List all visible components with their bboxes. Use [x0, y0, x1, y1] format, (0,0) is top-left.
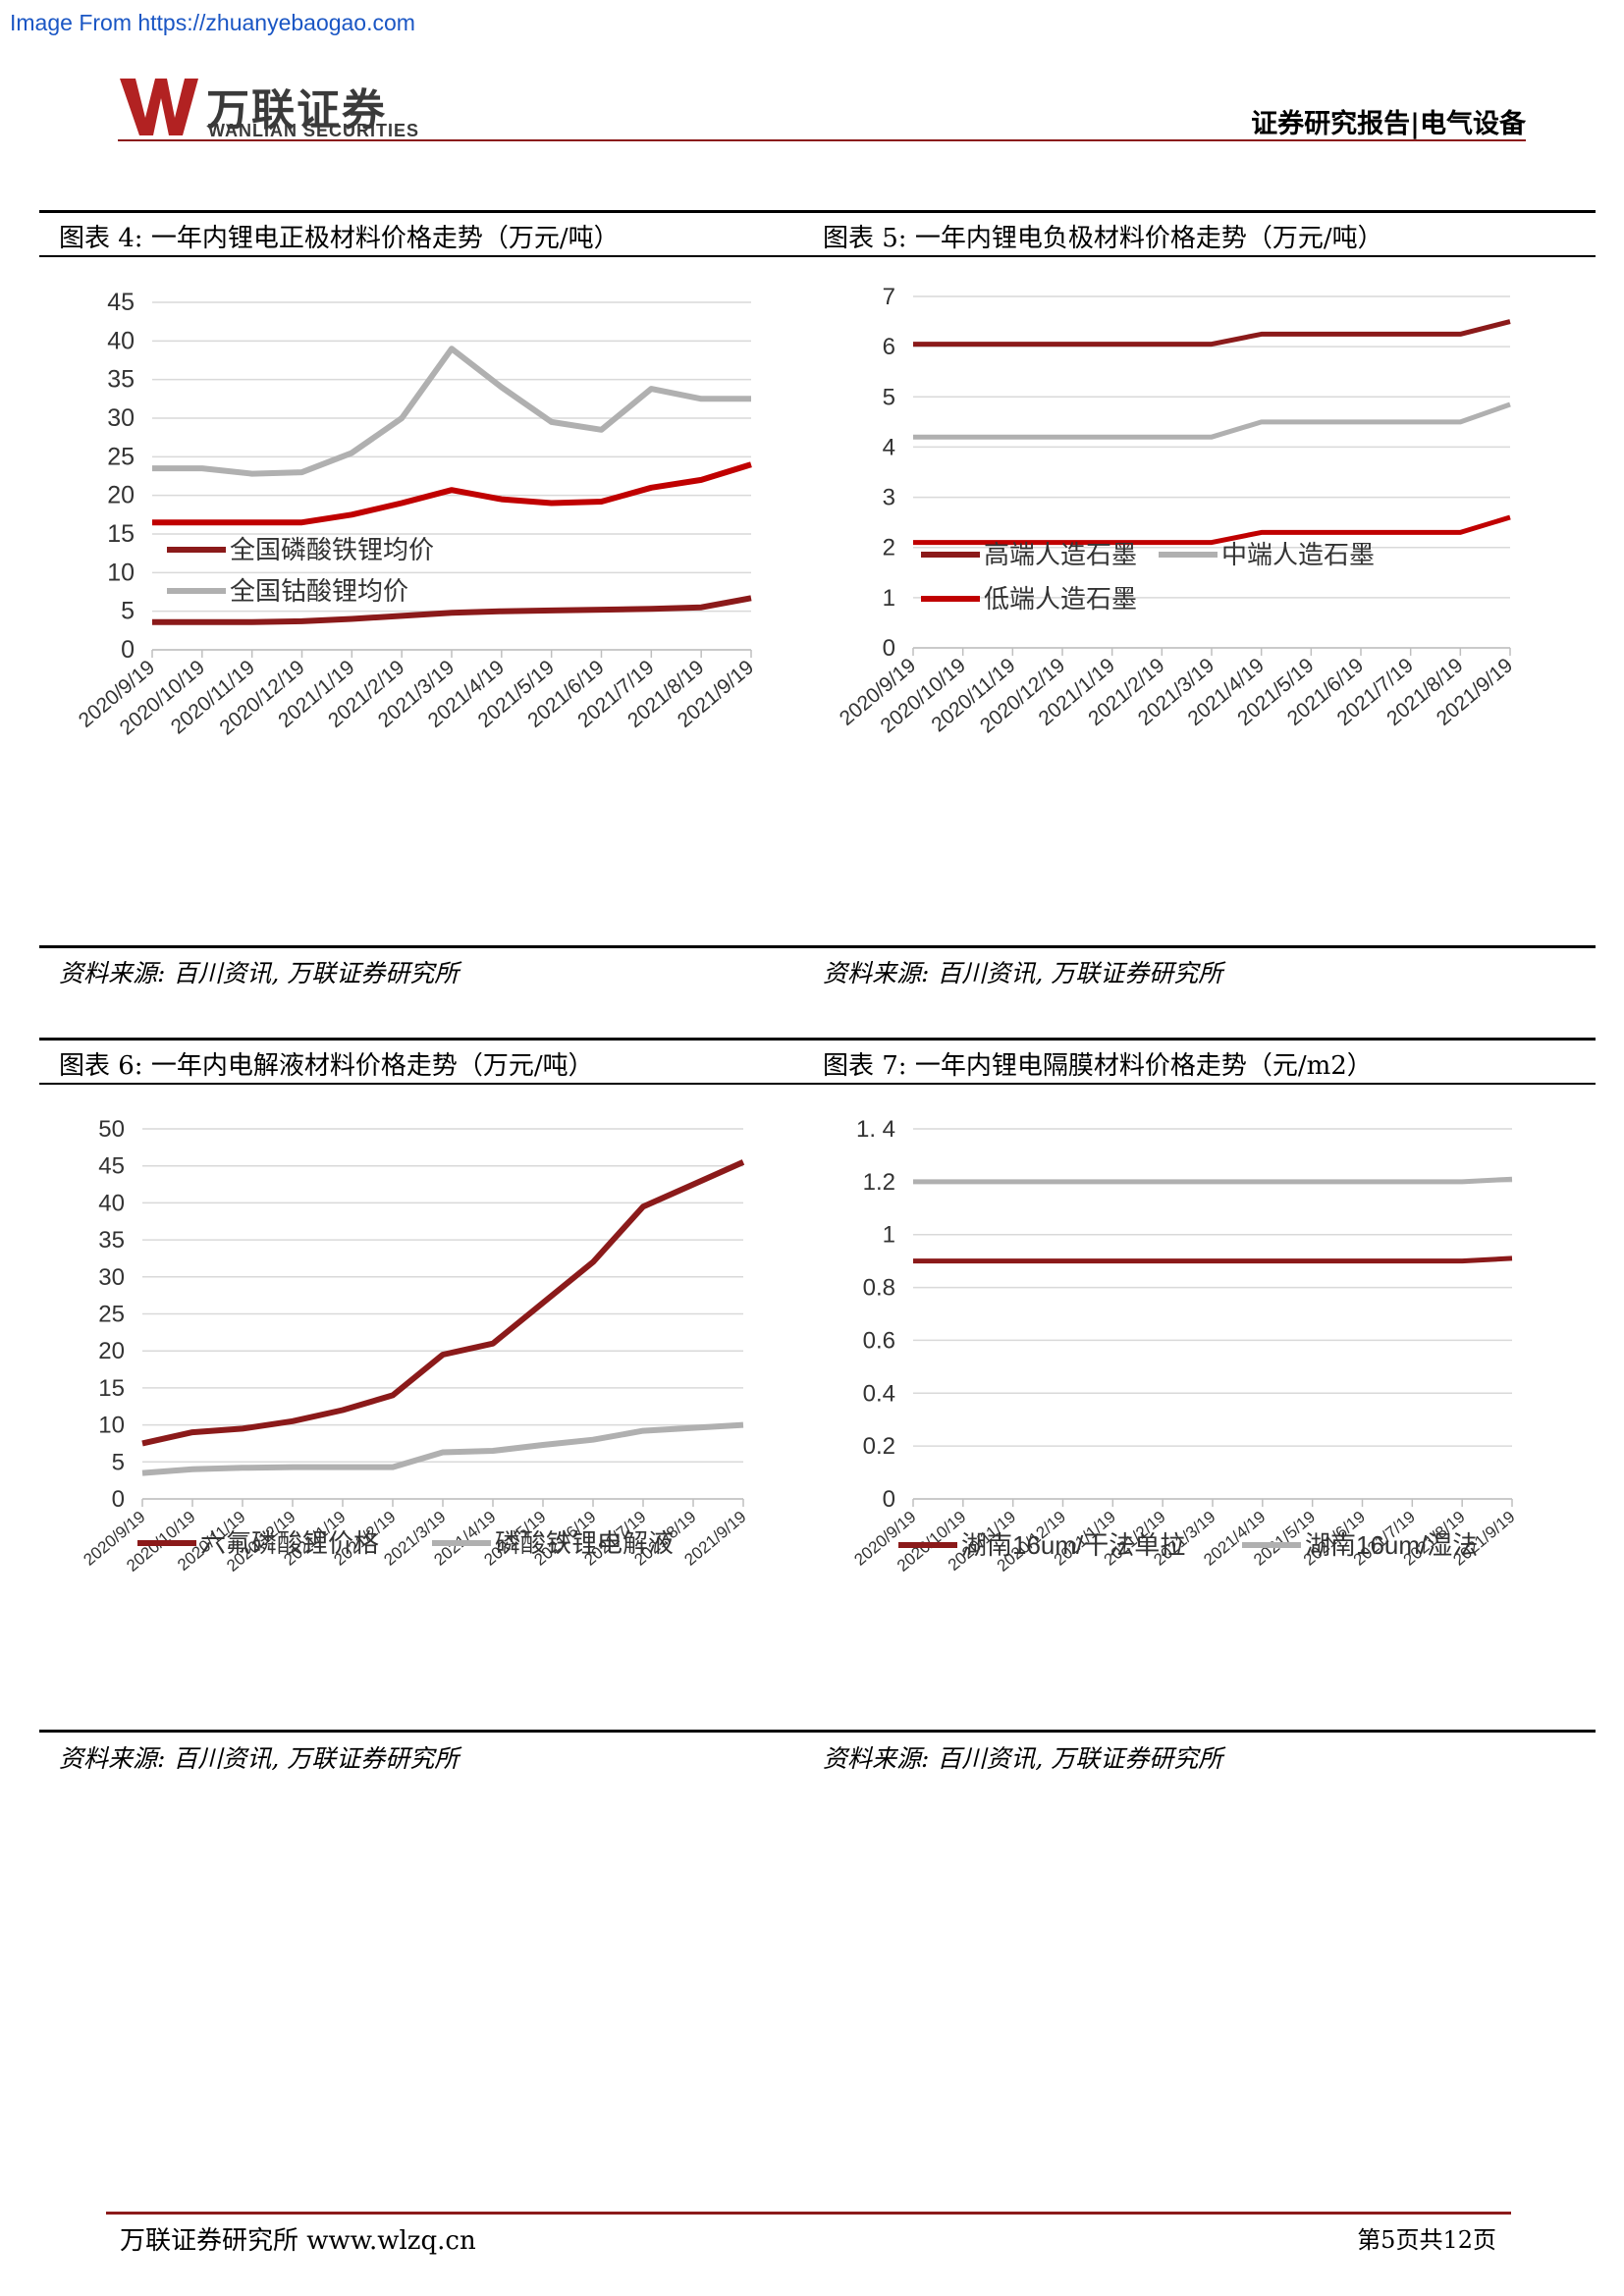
y-tick-label: 40	[98, 1190, 125, 1216]
y-tick-label: 45	[107, 289, 135, 316]
chart-svg: 051015202530354045502020/9/192020/10/192…	[80, 1116, 749, 1575]
series-line-1	[141, 1159, 745, 1447]
chart-cathode-prices: 0 5 10 15 20 25 30 35 40 45 2020/9/19 2020/10/19 202…	[39, 265, 785, 933]
series-line-3	[913, 514, 1511, 546]
y-tick-label: 35	[98, 1227, 125, 1254]
logo-en-text: WANLIAN SECURITIES	[208, 121, 420, 140]
y-tick-label: 0	[112, 1486, 125, 1513]
figure-top-rule	[39, 210, 1596, 213]
figure-5-source: 资料来源: 百川资讯, 万联证券研究所	[823, 959, 1223, 988]
figure-top-rule	[39, 1038, 1596, 1041]
logo-w-icon	[120, 79, 198, 135]
figure-4-title: 图表 4: 一年内锂电正极材料价格走势（万元/吨）	[59, 224, 620, 253]
series-line-1	[913, 319, 1511, 347]
y-tick-label: 6	[883, 334, 895, 360]
figure-bottom-rule	[39, 1730, 1596, 1733]
y-tick-label: 0.2	[863, 1433, 895, 1460]
series-line-2	[152, 346, 751, 477]
figure-4-source: 资料来源: 百川资讯, 万联证券研究所	[59, 959, 460, 988]
y-tick-label: 25	[107, 443, 135, 470]
y-tick-label: 10	[98, 1413, 125, 1439]
y-tick-label: 20	[107, 482, 135, 509]
y-tick-label: 5	[883, 384, 895, 410]
figure-7-source: 资料来源: 百川资讯, 万联证券研究所	[823, 1744, 1223, 1773]
figure-6-title: 图表 6: 一年内电解液材料价格走势（万元/吨）	[59, 1051, 594, 1081]
chart-separator-prices: 0 0.2 0.4 0.6 0.8 1 1.2 1. 4 2020/9/19 2020/10/19…	[805, 1092, 1591, 1730]
legend-label: 高端人造石墨	[984, 540, 1137, 569]
figure-5-title: 图表 5: 一年内锂电负极材料价格走势（万元/吨）	[823, 224, 1383, 253]
figure-bottom-rule	[39, 945, 1596, 948]
y-tick-label: 0	[883, 635, 895, 662]
legend-label: 磷酸铁锂电解液	[495, 1528, 674, 1558]
y-tick-label: 1.2	[863, 1169, 895, 1196]
logo-cn-text: 万联证券	[206, 85, 387, 135]
y-tick-label: 5	[121, 598, 135, 625]
y-tick-label: 0.6	[863, 1327, 895, 1354]
figure-title-rule	[39, 1083, 1596, 1085]
legend-label: 全国钴酸锂均价	[230, 576, 408, 606]
y-tick-label: 30	[107, 404, 135, 432]
figure-7-title: 图表 7: 一年内锂电隔膜材料价格走势（元/m2）	[823, 1051, 1373, 1081]
legend-label: 湖南16um/干法单拉	[961, 1530, 1185, 1560]
watermark-text: Image From https://zhuanyebaogao.com	[10, 10, 415, 35]
y-tick-label: 2	[883, 535, 895, 561]
footer-divider	[106, 2212, 1511, 2215]
series-line-2	[913, 1176, 1513, 1185]
legend-label: 全国磷酸铁锂均价	[230, 535, 434, 564]
legend-label: 低端人造石墨	[984, 584, 1137, 614]
y-tick-label: 7	[883, 284, 895, 310]
chart-anode-prices: 0 1 2 3 4 5 6 7 2020/9/19 2020/10/19 2020/11/19 202…	[805, 265, 1591, 933]
y-tick-label: 20	[98, 1338, 125, 1364]
y-tick-label: 25	[98, 1302, 125, 1328]
chart-svg: 0510152025303540452020/9/192020/10/19202…	[75, 289, 758, 739]
company-logo: 万联证券 WANLIAN SECURITIES	[118, 77, 442, 141]
y-tick-label: 1. 4	[856, 1116, 895, 1143]
y-tick-label: 1	[883, 585, 895, 612]
figure-title-rule	[39, 255, 1596, 257]
series-line-1	[913, 1255, 1513, 1264]
report-category-title: 证券研究报告|电气设备	[1251, 109, 1526, 139]
y-tick-label: 10	[107, 559, 135, 586]
y-tick-label: 3	[883, 485, 895, 511]
figure-6-source: 资料来源: 百川资讯, 万联证券研究所	[59, 1744, 460, 1773]
y-tick-label: 1	[883, 1222, 895, 1249]
legend-label: 中端人造石墨	[1221, 540, 1375, 569]
y-tick-label: 0	[883, 1486, 895, 1513]
chart-svg: 00.20.40.60.811.21. 42020/9/192020/10/19…	[850, 1116, 1518, 1575]
y-tick-label: 30	[98, 1264, 125, 1291]
y-tick-label: 4	[883, 434, 895, 460]
y-tick-label: 0.8	[863, 1275, 895, 1302]
y-tick-label: 0	[121, 636, 135, 664]
chart-svg: 012345672020/9/192020/10/192020/11/19202…	[836, 284, 1517, 737]
legend-label: 六氟磷酸锂价格	[200, 1528, 379, 1558]
y-tick-label: 0.4	[863, 1380, 895, 1407]
footer-company: 万联证券研究所 www.wlzq.cn	[120, 2226, 476, 2256]
y-tick-label: 45	[98, 1153, 125, 1180]
header-divider	[118, 139, 1526, 141]
y-tick-label: 15	[98, 1375, 125, 1402]
y-tick-label: 50	[98, 1116, 125, 1143]
y-tick-label: 15	[107, 520, 135, 548]
y-tick-label: 40	[107, 327, 135, 354]
footer-page-number: 第5页共12页	[1357, 2226, 1496, 2254]
legend-label: 湖南16um/湿法	[1305, 1530, 1478, 1560]
y-tick-label: 35	[107, 366, 135, 394]
series-line-2	[913, 401, 1511, 440]
y-tick-label: 5	[112, 1449, 125, 1475]
chart-electrolyte-prices: 0 5 10 15 20 25 30 35 40 45 50 2020/9/19 2020/10/19 2…	[39, 1092, 785, 1730]
